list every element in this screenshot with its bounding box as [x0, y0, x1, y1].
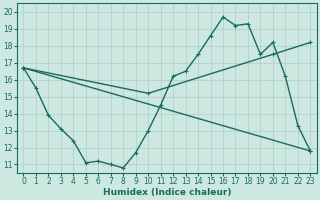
X-axis label: Humidex (Indice chaleur): Humidex (Indice chaleur)	[103, 188, 231, 197]
